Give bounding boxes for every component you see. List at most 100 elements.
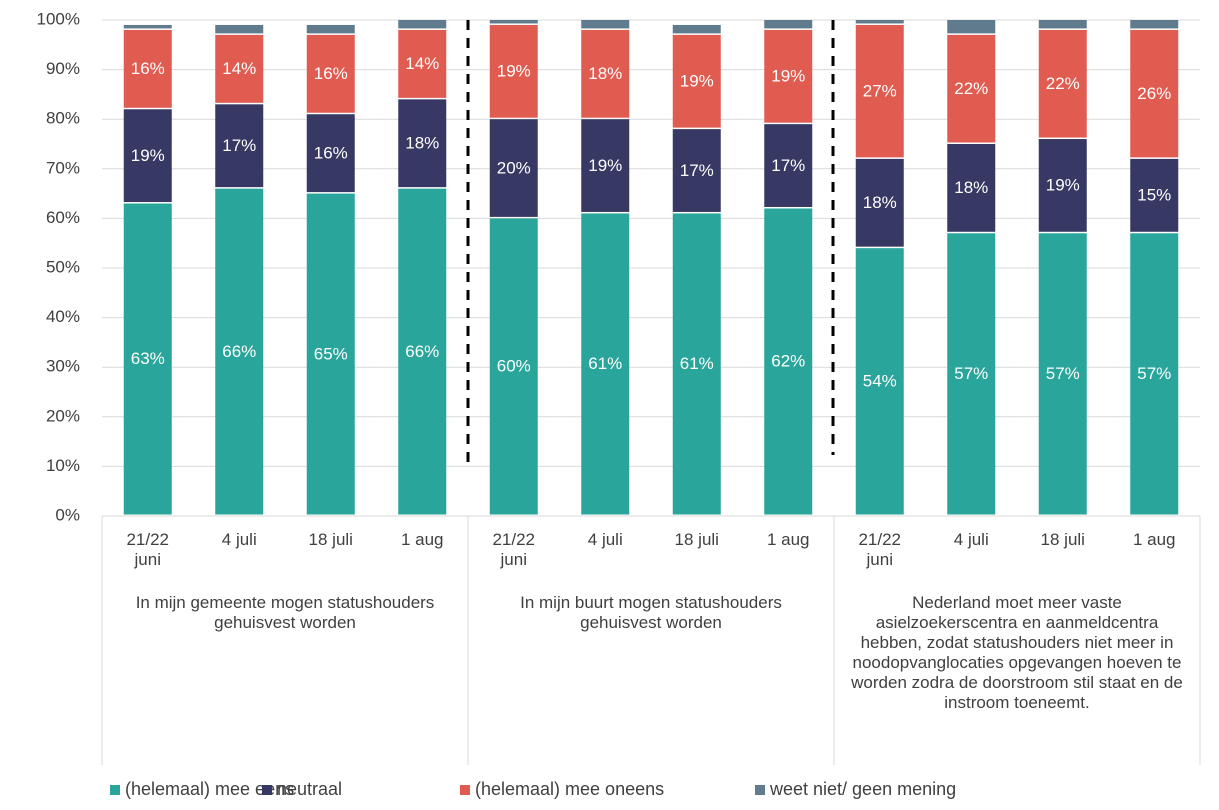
- data-label: 19%: [1046, 176, 1080, 195]
- data-label: 14%: [222, 59, 256, 78]
- legend-swatch: [110, 785, 120, 795]
- data-label: 66%: [405, 342, 439, 361]
- bar-segment: [1130, 158, 1179, 232]
- bar-segment: [1130, 233, 1179, 515]
- data-label: 18%: [588, 64, 622, 83]
- legend-item: (helemaal) mee oneens: [460, 779, 664, 800]
- bar-segment: [581, 119, 630, 212]
- data-label: 66%: [222, 342, 256, 361]
- bar-segment: [855, 248, 904, 515]
- data-label: 17%: [222, 136, 256, 155]
- bar-segment: [398, 188, 447, 515]
- bar-segment: [489, 20, 538, 24]
- x-tick-label: 21/22 juni: [126, 530, 170, 569]
- bar-segment: [215, 34, 264, 103]
- bar-segment: [855, 20, 904, 24]
- data-label: 17%: [680, 161, 714, 180]
- bar-segment: [855, 24, 904, 158]
- x-tick-label: 4 juli: [587, 530, 623, 549]
- data-label: 18%: [863, 193, 897, 212]
- bar-segment: [398, 99, 447, 188]
- x-tick-label: 18 juli: [674, 530, 719, 549]
- bar-segment: [672, 129, 721, 212]
- legend-item: (helemaal) mee eens: [110, 779, 294, 800]
- group-label: In mijn buurt mogen statushouders gehuis…: [520, 593, 782, 632]
- bar-segment: [1038, 20, 1087, 29]
- bar-segment: [764, 20, 813, 29]
- bar-segment: [489, 218, 538, 515]
- bar-segment: [947, 233, 996, 515]
- data-label: 19%: [497, 62, 531, 81]
- bar-segment: [764, 29, 813, 123]
- data-label: 14%: [405, 54, 439, 73]
- bar-segment: [306, 24, 355, 34]
- data-label: 57%: [1137, 364, 1171, 383]
- x-tick-label: 4 juli: [953, 530, 989, 549]
- y-tick-label: 80%: [46, 109, 80, 128]
- bar-segment: [1038, 29, 1087, 138]
- bar-segment: [581, 29, 630, 118]
- bar-segment: [123, 24, 172, 29]
- data-label: 19%: [680, 71, 714, 90]
- data-label: 61%: [588, 354, 622, 373]
- data-label: 65%: [314, 344, 348, 363]
- bar-segment: [123, 29, 172, 108]
- bar-segment: [489, 119, 538, 217]
- bar-segment: [855, 158, 904, 247]
- bar-segment: [215, 24, 264, 34]
- y-tick-label: 10%: [46, 456, 80, 475]
- bar-segment: [1130, 20, 1179, 29]
- y-tick-label: 90%: [46, 59, 80, 78]
- legend-swatch: [262, 785, 272, 795]
- bar-segment: [947, 20, 996, 34]
- legend-label: (helemaal) mee oneens: [475, 779, 665, 799]
- y-tick-label: 60%: [46, 208, 80, 227]
- y-tick-label: 20%: [46, 406, 80, 425]
- x-tick-label: 18 juli: [1040, 530, 1085, 549]
- bar-segment: [947, 144, 996, 232]
- data-label: 16%: [314, 143, 348, 162]
- legend-swatch: [460, 785, 470, 795]
- bar-segment: [764, 124, 813, 207]
- bar-segment: [581, 213, 630, 515]
- legend-label: weet niet/ geen mening: [770, 779, 957, 799]
- bar-segment: [672, 213, 721, 515]
- data-label: 22%: [954, 79, 988, 98]
- bar-segment: [398, 29, 447, 98]
- group-label: In mijn gemeente mogen statushouders geh…: [135, 593, 435, 632]
- data-label: 18%: [405, 133, 439, 152]
- data-label: 26%: [1137, 84, 1171, 103]
- data-label: 61%: [680, 354, 714, 373]
- data-label: 62%: [771, 352, 805, 371]
- x-tick-label: 1 aug: [400, 530, 444, 549]
- data-label: 22%: [1046, 74, 1080, 93]
- bar-segment: [306, 114, 355, 193]
- data-label: 16%: [131, 59, 165, 78]
- x-tick-label: 4 juli: [221, 530, 257, 549]
- bar-segment: [306, 193, 355, 515]
- bar-segment: [1038, 233, 1087, 515]
- group-label: Nederland moet meer vaste asielzoekersce…: [851, 593, 1183, 712]
- y-tick-label: 40%: [46, 307, 80, 326]
- bar-segment: [123, 109, 172, 203]
- legend-item: weet niet/ geen mening: [755, 779, 956, 800]
- bar-segment: [306, 34, 355, 113]
- bar-segment: [672, 24, 721, 34]
- bar-segment: [581, 20, 630, 29]
- y-tick-label: 0%: [55, 505, 80, 524]
- data-label: 63%: [131, 349, 165, 368]
- data-label: 19%: [131, 146, 165, 165]
- y-tick-label: 50%: [46, 257, 80, 276]
- bar-segment: [764, 208, 813, 515]
- data-label: 16%: [314, 64, 348, 83]
- x-tick-label: 21/22 juni: [492, 530, 536, 569]
- legend-label: neutraal: [277, 779, 343, 799]
- data-label: 54%: [863, 372, 897, 391]
- bar-segment: [947, 34, 996, 143]
- x-tick-label: 1 aug: [766, 530, 810, 549]
- bar-segment: [489, 24, 538, 118]
- bar-segment: [398, 20, 447, 29]
- data-label: 20%: [497, 158, 531, 177]
